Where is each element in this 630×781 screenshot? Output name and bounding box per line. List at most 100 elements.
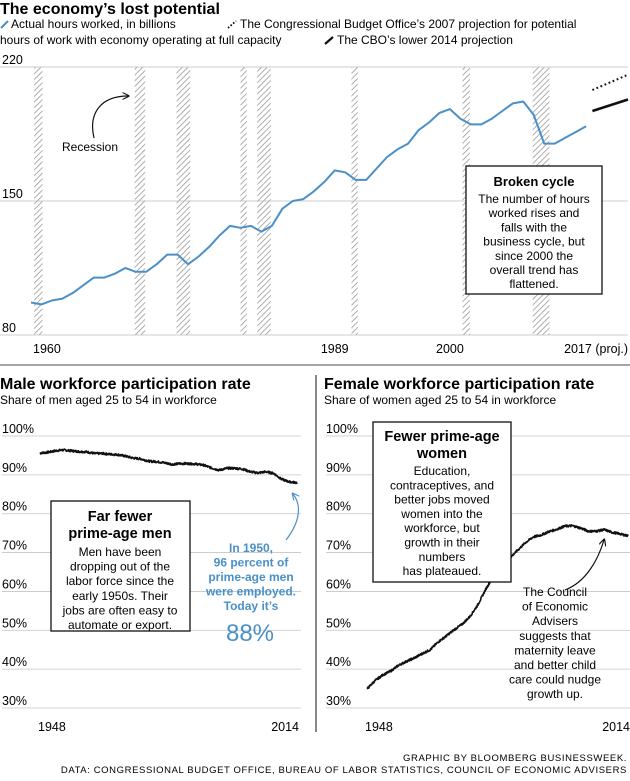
y-tick-label: 50% xyxy=(326,616,351,630)
x-tick-label: 1948 xyxy=(365,720,393,734)
callout-text-line: The number of hours xyxy=(478,192,589,206)
callout-box xyxy=(50,500,191,632)
legend-label-actual: Actual hours worked, in billions xyxy=(11,17,176,31)
callout-box xyxy=(465,165,603,295)
legend-swatch-actual xyxy=(0,20,9,29)
female-participation-chart: Female workforce participation rate Shar… xyxy=(324,376,630,734)
callout-text-line: Fewer prime-age xyxy=(384,429,499,445)
callout-text-line: better jobs moved xyxy=(394,493,489,507)
y-tick-labels: 30% 40% 50% 60% 70% 80% 90% 100% xyxy=(2,422,34,708)
callout-text-line: jobs are often easy to xyxy=(62,603,178,617)
y-tick-label: 40% xyxy=(326,655,351,669)
callout-text-line: workforce, but xyxy=(403,521,480,535)
callout-box xyxy=(372,421,512,583)
y-tick-labels: 30% 40% 50% 60% 70% 80% 90% 100% xyxy=(326,422,358,708)
callout-text-line: since 2000 the xyxy=(495,249,573,263)
x-tick-label: 1989 xyxy=(321,342,349,356)
y-tick-label: 70% xyxy=(326,539,351,553)
hours-worked-chart: 80 150 220 1960 1989 2000 2017 (proj.) Recess… xyxy=(0,53,629,356)
credit-data: DATA: CONGRESSIONAL BUDGET OFFICE, BUREA… xyxy=(61,765,627,776)
y-tick-label: 60% xyxy=(2,577,27,591)
recession-arrow xyxy=(92,96,128,139)
y-tick-label: 50% xyxy=(2,616,27,630)
callout-text-line: were employed. xyxy=(205,585,296,599)
callout-text-line: The Council xyxy=(523,585,587,599)
x-tick-label: 1960 xyxy=(33,342,61,356)
y-tick-label: 80% xyxy=(2,500,27,514)
x-tick-label: 2014 xyxy=(602,720,630,734)
y-tick-label: 70% xyxy=(2,539,27,553)
callout-text-line: automate or export. xyxy=(68,618,172,632)
series-line-participation xyxy=(39,448,298,485)
callout-title: Broken cycle xyxy=(494,174,575,189)
x-tick-labels: 1948 2014 xyxy=(365,720,630,734)
y-tick-label: 100% xyxy=(326,422,358,436)
y-tick-label: 80% xyxy=(326,500,351,514)
callout-text-line: of Economic xyxy=(522,600,588,614)
callout-text-line: early 1950s. Their xyxy=(72,589,168,603)
callout-text-line: maternity leave xyxy=(514,643,596,657)
series-line-actual-hours xyxy=(30,100,587,306)
callout-text-line: flattened. xyxy=(509,277,558,291)
recession-label: Recession xyxy=(62,140,118,154)
y-tick-label: 30% xyxy=(2,694,27,708)
legend-label-cbo2014: The CBO’s lower 2014 projection xyxy=(337,33,513,47)
x-tick-label: 2014 xyxy=(271,720,299,734)
x-tick-label: 2000 xyxy=(436,342,464,356)
callout-text-line: Advisers xyxy=(532,614,578,628)
legend-label-cbo2007-line2: hours of work with economy operating at … xyxy=(0,33,281,47)
callout-text-line: falls with the xyxy=(501,220,567,234)
main-title: The economy’s lost potential xyxy=(0,1,220,18)
female-chart-title: Female workforce participation rate xyxy=(324,376,594,393)
series-lines xyxy=(30,73,629,306)
legend-swatch-cbo2014 xyxy=(324,36,334,45)
series-line-cbo-2014 xyxy=(592,98,629,113)
legend-label-cbo2007-line1: The Congressional Budget Office’s 2007 p… xyxy=(240,17,576,31)
callout-text-line: worked rises and xyxy=(488,206,580,220)
callout-text-line: growth in their xyxy=(404,536,479,550)
x-tick-labels: 1960 1989 2000 2017 (proj.) xyxy=(33,342,628,356)
callout-text-line: prime-age men xyxy=(68,526,171,542)
callout-text-line: growth up. xyxy=(527,687,583,701)
legend: Actual hours worked, in billions The Con… xyxy=(0,17,576,47)
callout-text-line: women into the xyxy=(400,507,483,521)
callout-text-line: Education, xyxy=(414,464,471,478)
callout-text-line: prime-age men xyxy=(208,570,293,584)
y-tick-label: 90% xyxy=(326,461,351,475)
callout-text-line: numbers xyxy=(419,550,466,564)
legend-swatch-cbo2007 xyxy=(227,20,237,29)
credit-graphic: GRAPHIC BY BLOOMBERG BUSINESSWEEK. xyxy=(403,753,627,764)
callout-text-line: business cycle, but xyxy=(483,235,585,249)
callout-text-line: and better child xyxy=(514,658,596,672)
callout-text-line: Men have been xyxy=(79,545,162,559)
callout-text-line: In 1950, xyxy=(229,541,273,555)
callout-text-line: Today it’s xyxy=(224,599,279,613)
callout-text-line: overall trend has xyxy=(490,263,579,277)
callout-text-line: Far fewer xyxy=(88,509,153,525)
note-big-value: 88% xyxy=(226,620,274,647)
note-arrow xyxy=(285,494,298,541)
y-tick-label: 30% xyxy=(326,694,351,708)
y-tick-label: 60% xyxy=(326,577,351,591)
callout-text-line: dropping out of the xyxy=(70,560,170,574)
x-tick-label: 2017 (proj.) xyxy=(564,342,628,356)
y-tick-label: 100% xyxy=(2,422,34,436)
y-tick-label: 90% xyxy=(2,461,27,475)
male-participation-chart: Male workforce participation rate Share … xyxy=(0,376,301,734)
series-line-cbo-2007 xyxy=(592,73,629,91)
y-tick-label: 80 xyxy=(2,321,16,335)
y-tick-label: 150 xyxy=(2,187,23,201)
x-tick-label: 1948 xyxy=(38,720,66,734)
callout-text-line: has plateaued. xyxy=(403,564,482,578)
y-tick-labels: 80 150 220 xyxy=(2,53,23,335)
callout-text-line: contraceptives, and xyxy=(390,478,494,492)
callout-text-line: suggests that xyxy=(519,629,591,643)
callout-text-line: care could nudge xyxy=(509,673,601,687)
y-tick-label: 40% xyxy=(2,655,27,669)
male-chart-subtitle: Share of men aged 25 to 54 in workforce xyxy=(0,393,217,407)
callout-text-line: women xyxy=(416,446,467,462)
